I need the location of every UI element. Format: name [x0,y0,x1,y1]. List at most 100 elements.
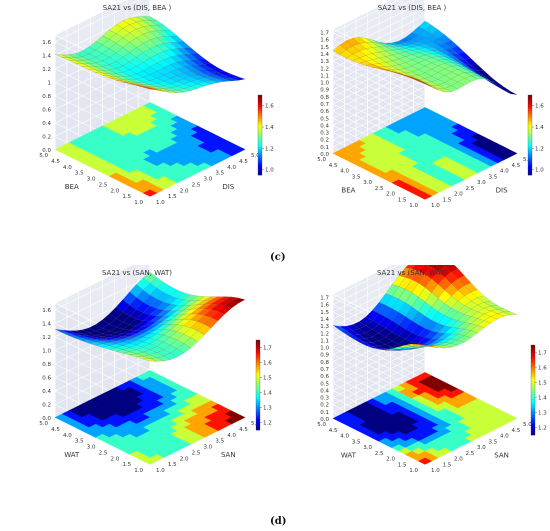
x-tick-label: 3.0 [477,180,486,186]
z-tick-label: 0.0 [320,417,329,423]
y-axis-label: WAT [341,452,357,460]
z-tick-label: 0.8 [42,362,51,368]
x-tick-label: 4.0 [227,433,236,439]
y-tick-label: 2.0 [111,188,120,194]
y-tick-label: 5.0 [39,421,48,427]
x-axis-label: DIS [496,187,508,195]
z-tick-label: 1.5 [320,45,329,51]
z-tick-label: 0.7 [320,367,329,373]
x-tick-label: 2.0 [454,192,463,198]
z-tick-label: 0.0 [320,152,329,158]
z-tick-label: 0.9 [320,353,329,359]
z-tick-label: 0.6 [42,107,51,113]
z-tick-label: 1 [48,80,52,86]
surface-mesh [54,16,246,93]
colorbar [255,339,262,431]
colorbar-tick-label: 1.2 [535,146,544,152]
z-tick-label: 0.5 [320,116,329,122]
z-tick-label: 1.3 [320,324,329,330]
y-tick-label: 1.5 [122,194,131,200]
colorbar-tick-label: 1.3 [538,411,547,417]
y-axis-label: BEA [65,183,79,191]
y-tick-label: 2.0 [111,456,120,462]
x-tick-label: 4.0 [500,434,509,440]
colorbar-tick-label: 1.6 [265,104,274,110]
y-tick-label: 5.0 [317,422,326,428]
y-tick-label: 5.0 [317,157,326,163]
z-tick-label: 0.2 [42,403,51,409]
x-tick-label: 5.0 [523,157,532,163]
z-tick-label: 0.4 [42,389,51,395]
x-axis-label: SAN [494,452,509,460]
colorbar [530,344,537,436]
colorbar-tick-label: 1.5 [263,376,272,382]
z-tick-label: 0.0 [42,148,51,154]
colorbar [257,94,264,176]
z-tick-label: 0.8 [320,360,329,366]
y-tick-label: 5.0 [39,153,48,159]
y-tick-label: 3.0 [87,445,96,451]
x-tick-label: 3.0 [204,177,213,183]
x-tick-label: 2.5 [192,450,201,456]
z-tick-label: 0.4 [320,388,329,394]
z-tick-label: 1.4 [320,52,329,58]
colorbar-tick-label: 1.3 [263,406,272,412]
x-tick-label: 1.0 [156,468,165,474]
z-tick-label: 1.7 [320,31,329,37]
x-tick-label: 2.0 [180,456,189,462]
contour-floor [332,372,518,465]
x-tick-label: 3.5 [489,174,498,180]
colorbar-tick-label: 1.4 [265,125,274,131]
colorbar-tick-label: 1.4 [538,396,547,402]
x-tick-label: 2.5 [466,451,475,457]
x-tick-label: 3.5 [489,439,498,445]
y-tick-label: 1.0 [409,203,418,209]
y-tick-label: 3.0 [87,177,96,183]
z-tick-label: 1.0 [42,348,51,354]
z-tick-label: 1.6 [42,308,51,314]
x-tick-label: 5.0 [251,421,260,427]
contour-floor [54,102,246,197]
y-tick-label: 2.0 [386,457,395,463]
y-tick-label: 1.5 [398,462,407,468]
z-tick-label: 0.6 [320,109,329,115]
colorbar-tick-label: 1.0 [535,168,544,174]
z-tick-label: 0.0 [42,416,51,422]
y-tick-label: 4.0 [63,433,72,439]
y-tick-label: 4.5 [329,163,338,169]
z-tick-label: 1.4 [320,317,329,323]
y-tick-label: 2.5 [99,450,108,456]
surface-mesh [54,272,246,362]
x-tick-label: 3.5 [215,439,224,445]
surface-plot-svg: 1.01.52.02.53.03.54.04.55.01.01.52.02.53… [317,0,544,209]
colorbar-tick-label: 1.4 [535,125,544,131]
z-tick-label: 1.2 [42,335,51,341]
y-tick-label: 1.5 [122,462,131,468]
chart-title: SA21 vs (DIS, BEA ) [103,4,172,12]
z-tick-label: 1.3 [320,59,329,65]
contour-floor [332,107,518,200]
x-tick-label: 1.0 [431,468,440,474]
x-tick-label: 1.5 [443,197,452,203]
y-tick-label: 2.5 [99,182,108,188]
x-tick-label: 4.0 [227,165,236,171]
z-tick-label: 0.8 [42,94,51,100]
z-tick-label: 0.1 [320,145,329,151]
z-tick-label: 0.8 [320,95,329,101]
colorbar-tick-label: 1.0 [265,168,274,174]
x-tick-label: 4.0 [500,169,509,175]
z-tick-label: 1.4 [42,53,51,59]
x-tick-label: 1.0 [156,200,165,206]
z-tick-label: 0.6 [320,374,329,380]
z-tick-label: 1.1 [320,73,329,79]
z-tick-label: 1.5 [320,310,329,316]
y-axis-label: BEA [341,187,355,195]
surface-mesh [332,20,518,95]
y-tick-label: 3.0 [363,180,372,186]
colorbar-tick-label: 1.6 [535,104,544,110]
chart-panel-d-left: 1.0 1.5 2.0 2.5 3.0 3.5 4.0 4.5 5.0 1.0 1.5 2.0 2.5 3… [0,265,275,515]
y-tick-label: 1.5 [398,197,407,203]
z-tick-label: 0.1 [320,410,329,416]
chart-title: SA21 vs (SAN, WAT) [377,269,447,277]
x-tick-label: 2.5 [192,182,201,188]
